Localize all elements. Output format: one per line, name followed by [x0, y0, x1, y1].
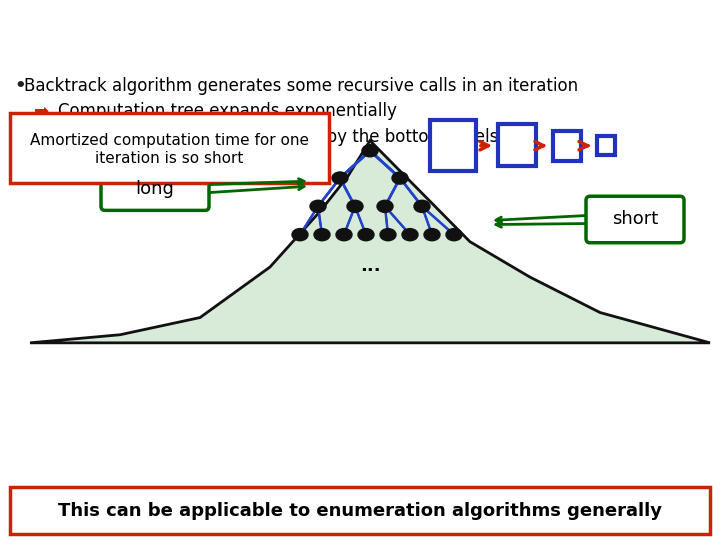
Ellipse shape: [424, 228, 440, 241]
Ellipse shape: [310, 200, 326, 212]
Bar: [553, 131, 581, 161]
Ellipse shape: [414, 200, 430, 212]
Text: long: long: [135, 180, 174, 198]
Text: Amortized computation time for one: Amortized computation time for one: [30, 133, 309, 147]
Bar: [498, 124, 536, 166]
FancyBboxPatch shape: [10, 488, 710, 534]
FancyBboxPatch shape: [101, 167, 209, 211]
Ellipse shape: [358, 228, 374, 241]
Polygon shape: [30, 140, 710, 343]
Text: Backtrack algorithm generates some recursive calls in an iteration: Backtrack algorithm generates some recur…: [24, 77, 578, 95]
Ellipse shape: [332, 172, 348, 184]
Text: ➡: ➡: [34, 129, 49, 146]
Text: iteration is so short: iteration is so short: [95, 151, 243, 166]
Ellipse shape: [392, 172, 408, 184]
Text: This can be applicable to enumeration algorithms generally: This can be applicable to enumeration al…: [58, 502, 662, 519]
Text: short: short: [612, 211, 658, 228]
FancyBboxPatch shape: [586, 196, 684, 243]
Text: Bottom-wideness: Bottom-wideness: [211, 17, 509, 45]
Ellipse shape: [336, 228, 352, 241]
Ellipse shape: [347, 200, 363, 212]
Ellipse shape: [377, 200, 393, 212]
Ellipse shape: [314, 228, 330, 241]
Ellipse shape: [446, 228, 462, 241]
Bar: [430, 120, 476, 171]
Text: •: •: [14, 77, 26, 95]
Text: Computation tree expands exponentially: Computation tree expands exponentially: [58, 102, 397, 120]
Bar: [597, 136, 615, 155]
FancyBboxPatch shape: [10, 113, 329, 183]
Ellipse shape: [292, 228, 308, 241]
Ellipse shape: [380, 228, 396, 241]
Ellipse shape: [402, 228, 418, 241]
Text: ➡: ➡: [34, 102, 49, 120]
Text: Computation time is dominated by the bottom levels: Computation time is dominated by the bot…: [58, 129, 498, 146]
Text: ...: ...: [360, 257, 380, 275]
Ellipse shape: [362, 145, 378, 157]
